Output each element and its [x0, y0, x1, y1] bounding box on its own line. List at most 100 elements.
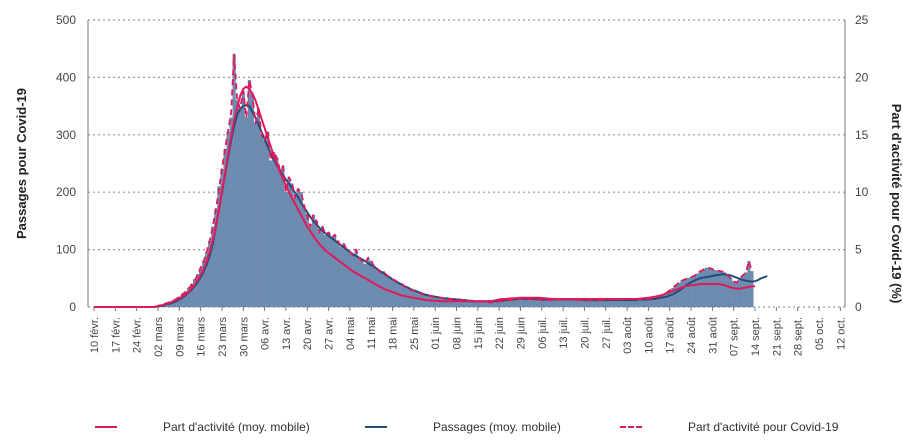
bar — [713, 270, 717, 308]
bar — [552, 299, 556, 308]
legend-item-part-activite-moy-mobile: Part d'activité (moy. mobile) — [95, 420, 310, 434]
bar — [238, 108, 242, 308]
bar — [738, 278, 742, 308]
bar — [567, 299, 571, 308]
y-tick-label-left: 400 — [56, 70, 76, 84]
bar — [330, 237, 334, 308]
bar — [704, 267, 708, 308]
bar — [229, 117, 233, 308]
bar — [534, 299, 538, 308]
y-tick-label-right: 10 — [855, 185, 869, 199]
bar — [576, 299, 580, 308]
bar — [735, 282, 739, 308]
x-tick-label: 22 juin — [494, 317, 506, 349]
bar — [546, 299, 550, 308]
y-tick-label-left: 0 — [69, 300, 76, 314]
bar — [299, 192, 303, 308]
bar — [345, 249, 349, 308]
x-tick-label: 08 juin — [452, 317, 464, 349]
bar — [677, 282, 681, 308]
legend-item-part-activite-covid: Part d'activité pour Covid-19 — [620, 420, 838, 434]
bar — [732, 281, 736, 308]
bar — [284, 192, 288, 308]
bar — [348, 252, 352, 308]
bar — [589, 299, 593, 308]
x-tick-label: 20 avr. — [302, 317, 314, 350]
bar — [601, 299, 605, 308]
bar — [671, 287, 675, 308]
y-tick-label-right: 5 — [855, 243, 862, 257]
bar — [515, 298, 519, 308]
bar — [211, 226, 215, 308]
legend-item-passages-moy-mobile: Passages (moy. mobile) — [365, 420, 561, 434]
bar — [293, 197, 297, 308]
legend: Part d'activité (moy. mobile) Passages (… — [0, 420, 903, 440]
bar — [217, 186, 221, 308]
bar — [558, 299, 562, 308]
x-tick-label: 23 mars — [217, 317, 229, 357]
y-tick-label-left: 300 — [56, 128, 76, 142]
legend-label: Part d'activité pour Covid-19 — [688, 420, 839, 434]
x-tick-label: 06 juil. — [537, 317, 549, 349]
bar — [665, 292, 669, 308]
bar — [506, 299, 510, 308]
bar — [680, 280, 684, 308]
x-tick-label: 10 févr. — [89, 317, 101, 353]
x-tick-label: 24 févr. — [132, 317, 144, 353]
bar — [543, 299, 547, 308]
bar — [595, 299, 599, 308]
bar — [723, 272, 727, 308]
legend-swatch-red-solid — [95, 426, 117, 428]
bar — [327, 232, 331, 308]
bar — [698, 271, 702, 308]
x-tick-label: 24 août — [686, 317, 698, 354]
bar — [363, 263, 367, 308]
y-tick-label-right: 0 — [855, 300, 862, 314]
x-tick-label: 03 août — [622, 317, 634, 354]
x-tick-label: 12 oct. — [835, 317, 847, 350]
bar — [439, 297, 443, 308]
legend-swatch-red-dashed — [620, 426, 642, 428]
bar — [372, 266, 376, 308]
bar — [744, 272, 748, 308]
bar — [269, 160, 273, 308]
x-tick-label: 02 mars — [153, 317, 165, 357]
bar — [244, 117, 248, 308]
x-tick-label: 30 mars — [238, 317, 250, 357]
bar — [695, 273, 699, 308]
bar — [537, 299, 541, 308]
bar — [275, 157, 279, 308]
bar — [260, 134, 264, 308]
bar — [320, 226, 324, 308]
bar — [281, 166, 285, 308]
bar — [683, 279, 687, 308]
bar — [750, 271, 754, 308]
bar — [378, 272, 382, 308]
x-tick-label: 04 mai — [345, 317, 357, 350]
x-tick-label: 28 sept. — [793, 317, 805, 356]
bar — [525, 298, 529, 308]
bar — [522, 298, 526, 308]
bar — [278, 169, 282, 308]
bar — [247, 80, 251, 308]
bar — [369, 260, 373, 308]
x-tick-label: 10 août — [643, 317, 655, 354]
bar — [253, 123, 257, 308]
bar — [579, 299, 583, 308]
x-tick-label: 16 mars — [196, 317, 208, 357]
bar — [235, 100, 239, 308]
bar — [256, 108, 261, 308]
x-tick-label: 21 sept. — [771, 317, 783, 356]
bar — [333, 235, 337, 308]
bar — [354, 249, 358, 308]
x-tick-label: 17 févr. — [110, 317, 122, 353]
bar — [509, 299, 513, 308]
bar — [430, 296, 434, 308]
y-axis-title-right: Part d'activité pour Covid-19 (%) — [889, 104, 903, 304]
bar — [582, 299, 586, 308]
bar — [716, 270, 721, 308]
bar — [442, 298, 446, 308]
bar — [342, 243, 346, 308]
bar — [555, 299, 559, 308]
